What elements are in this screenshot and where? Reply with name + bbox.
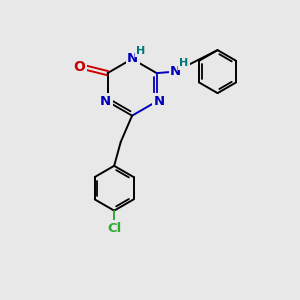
Text: N: N: [100, 95, 111, 108]
Text: O: O: [74, 60, 86, 74]
Text: N: N: [127, 52, 138, 65]
Text: H: H: [136, 46, 146, 56]
Text: Cl: Cl: [107, 222, 121, 235]
Text: N: N: [170, 64, 181, 77]
Text: H: H: [179, 58, 189, 68]
Text: N: N: [154, 95, 165, 108]
